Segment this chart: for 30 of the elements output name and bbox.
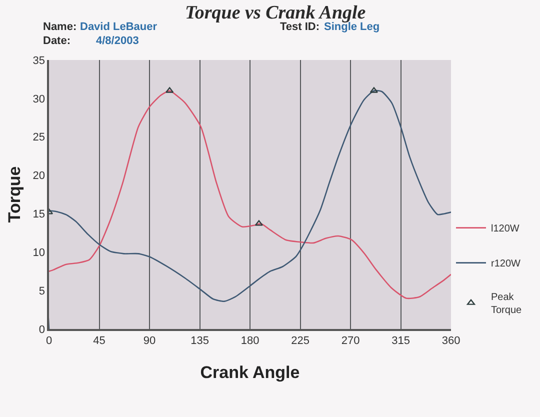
x-tick-label: 90	[143, 334, 156, 347]
text: David LeBauer	[80, 21, 158, 33]
x-tick-label: 225	[291, 334, 310, 347]
y-tick-label: 35	[32, 54, 46, 67]
chart-title: Torque vs Crank Angle	[185, 2, 366, 24]
point	[254, 220, 263, 226]
x-tick-label: 180	[240, 334, 260, 347]
y-axis-title: Torque	[4, 166, 24, 223]
y-tick-label: 30	[32, 93, 46, 106]
legend-label: l120W	[491, 224, 520, 235]
text: Single Leg	[324, 21, 380, 33]
text: 4/8/2003	[96, 35, 139, 47]
text: Test ID:	[280, 21, 320, 33]
x-tick-label: 135	[190, 334, 209, 347]
x-tick-label: 270	[341, 334, 360, 347]
y-tick-label: 5	[38, 285, 46, 298]
y-tick-label: 0	[38, 324, 46, 336]
x-tick-label: 45	[93, 334, 106, 347]
legend-label: r120W	[491, 258, 522, 270]
x-axis-title: Crank Angle	[200, 362, 300, 382]
y-tick-label: 25	[32, 132, 46, 144]
x-tick-label: 360	[442, 334, 460, 347]
text: Name:	[43, 21, 77, 33]
y-tick-label: 15	[32, 208, 46, 221]
y-tick-label: 10	[32, 246, 46, 259]
legend-label: Peak Torque	[491, 292, 522, 316]
y-tick-label: 20	[32, 170, 46, 182]
point	[166, 87, 174, 93]
x-tick-label: 315	[392, 334, 410, 347]
text: Date:	[43, 35, 71, 47]
